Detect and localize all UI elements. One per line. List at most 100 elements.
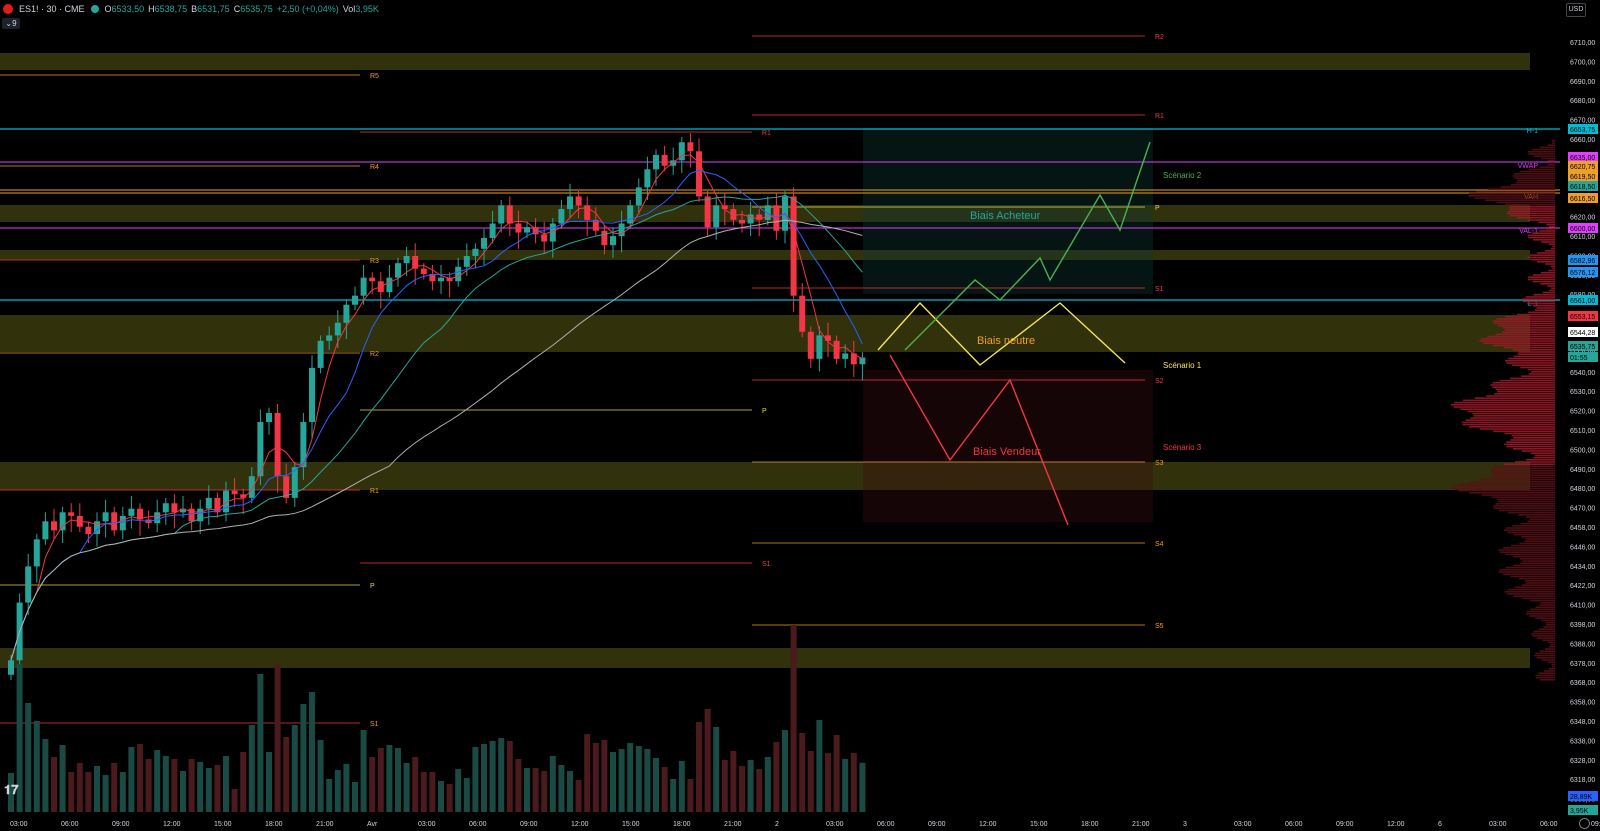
pivot-label: R1 [370, 488, 379, 495]
price-badge-text: 6620,75 [1570, 164, 1595, 171]
candle-body [696, 151, 702, 197]
candle-body [687, 142, 694, 152]
candle-body [85, 526, 92, 534]
pivot-label: R1 [1155, 113, 1164, 120]
tradingview-logo-icon: 𝟏𝟕 [4, 782, 19, 797]
volume-profile-bar [1522, 300, 1555, 303]
volume-profile-bar [1499, 551, 1555, 553]
volume-bar [429, 772, 436, 812]
price-badge [1568, 255, 1598, 265]
volume-bar [463, 778, 470, 812]
ohlc-value: 6538,75 [154, 4, 188, 14]
price-badge [1568, 311, 1598, 321]
volume-profile-bar [1547, 164, 1555, 166]
volume-bar [472, 747, 479, 812]
volume-profile-bar [1458, 489, 1555, 492]
volume-profile-bar [1469, 481, 1555, 483]
volume-bar [618, 749, 625, 812]
time-tick-label: 06:00 [1540, 821, 1558, 828]
volume-profile-bar [1498, 509, 1555, 512]
volume-profile-bar [1529, 168, 1555, 171]
price-badge [1568, 267, 1598, 277]
indicators-toggle-button[interactable]: ⌄9 [2, 18, 20, 29]
volume-bar [438, 781, 444, 812]
volume-profile-bar [1548, 269, 1555, 272]
candle-body [395, 263, 401, 278]
candle-body [119, 515, 126, 531]
volume-profile-bar [1530, 258, 1555, 261]
volume-profile-bar [1499, 569, 1555, 571]
volume-profile-bar [1520, 366, 1555, 369]
volume-bar [687, 779, 694, 812]
volume-profile-bar [1495, 503, 1555, 505]
volume-profile-bar [1493, 507, 1555, 509]
price-badge-text: 6600,00 [1570, 226, 1595, 233]
volume-profile-bar [1521, 450, 1555, 452]
volume-profile-bar [1536, 252, 1555, 254]
volume-bar [696, 722, 702, 812]
candle-body [463, 255, 470, 267]
volume-bar [266, 752, 272, 812]
time-tick-label: 15:00 [622, 821, 640, 828]
volume-bar [850, 753, 857, 812]
price-tick-label: 6490,00 [1570, 467, 1595, 474]
volume-profile-bar [1539, 166, 1555, 168]
time-tick-label: 06:00 [469, 821, 487, 828]
candle-body [300, 422, 307, 468]
volume-profile-bar [1506, 445, 1555, 448]
price-badge [1568, 152, 1598, 162]
gear-icon[interactable] [1579, 818, 1590, 829]
volume-profile-bar [1525, 296, 1555, 298]
volume-bar [137, 744, 143, 812]
volume-profile-bar [1536, 637, 1555, 639]
time-tick-label: 21:00 [1132, 821, 1150, 828]
candle-body [171, 503, 178, 513]
time-tick-label: 06:00 [61, 821, 79, 828]
candle-body [352, 295, 358, 305]
volume-profile-bar [1460, 408, 1555, 410]
volume-bar [223, 756, 229, 812]
currency-button[interactable]: USD [1566, 3, 1586, 17]
volume-bar [670, 779, 677, 812]
volume-profile-bar [1461, 421, 1555, 424]
volume-bar [85, 772, 92, 812]
time-tick-label: 03:00 [1489, 821, 1507, 828]
volume-profile-bar [1547, 144, 1555, 146]
volume-profile-bar [1550, 247, 1555, 250]
candle-body [713, 205, 720, 228]
scenario1-path [877, 301, 1126, 366]
volume-bar [317, 740, 324, 812]
volume-profile-bar [1526, 459, 1555, 461]
volume-profile-bar [1472, 412, 1555, 415]
volume-bar [498, 738, 505, 812]
volume-profile-bar [1521, 536, 1555, 538]
price-badge-text: 01:55 [1570, 355, 1588, 362]
volume-profile-bar [1521, 298, 1555, 300]
symbol-title[interactable]: ES1! · 30 · CME [19, 4, 85, 14]
volume-profile-bar [1493, 505, 1555, 507]
volume-profile-bar [1509, 208, 1555, 210]
price-tick-label: 6388,00 [1570, 641, 1595, 648]
candle-body [764, 205, 771, 220]
volume-bar [455, 769, 462, 812]
price-badge-text: 6544,28 [1570, 330, 1595, 337]
candle-body [412, 255, 419, 269]
price-tick-label: 6422,00 [1570, 583, 1595, 590]
volume-profile-bar [1514, 177, 1555, 179]
time-tick-label: 12:00 [163, 821, 181, 828]
volume-profile-bar [1512, 175, 1555, 177]
candle-body [188, 508, 195, 522]
change-value: +2,50 (+0,04%) [276, 4, 339, 14]
volume-profile-bar [1505, 553, 1555, 556]
volume-profile-bar [1497, 500, 1555, 503]
volume-bar [274, 665, 281, 812]
candle-body [549, 223, 556, 242]
volume-profile-bar [1527, 278, 1555, 281]
volume-profile-bar [1474, 397, 1555, 399]
candle-body [343, 304, 350, 323]
price-badge [1568, 161, 1598, 171]
volume-profile-bar [1506, 212, 1555, 215]
volume-profile-bar [1548, 243, 1555, 245]
volume-profile-bar [1516, 179, 1555, 182]
